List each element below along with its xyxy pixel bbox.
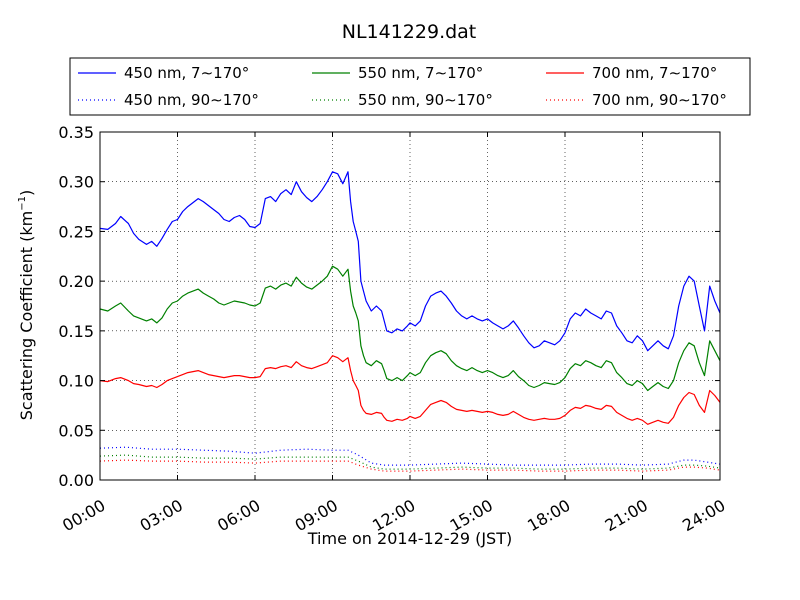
y-tick-label: 0.35	[58, 123, 94, 142]
y-tick-label: 0.05	[58, 421, 94, 440]
series-line-2	[99, 446, 721, 466]
legend-box	[69, 57, 751, 116]
grid	[99, 131, 721, 481]
y-tick-label: 0.20	[58, 272, 94, 291]
legend-label: 450 nm, 90∼170°	[124, 91, 259, 109]
y-tick-label: 0.10	[58, 372, 94, 391]
legend-label: 450 nm, 7∼170°	[124, 64, 249, 82]
y-tick-label: 0.25	[58, 222, 94, 241]
y-tick-label: 0.30	[58, 173, 94, 192]
legend-label: 550 nm, 7∼170°	[358, 64, 483, 82]
x-tick-label: 18:00	[524, 496, 573, 536]
y-tick-label: 0.00	[58, 471, 94, 490]
y-tick-label: 0.15	[58, 322, 94, 341]
x-axis-label: Time on 2014-12-29 (JST)	[307, 529, 512, 548]
series-lines	[99, 171, 721, 472]
x-tick-label: 24:00	[679, 496, 728, 536]
series-line-4	[99, 454, 721, 470]
legend-label: 700 nm, 90∼170°	[592, 91, 727, 109]
series-line-5	[99, 355, 721, 425]
series-line-6	[99, 459, 721, 472]
x-tick-label: 03:00	[137, 496, 186, 536]
series-line-3	[99, 265, 721, 392]
axis-ticks: 00:00 03:00 06:00 09:00 12:00 15:00 18:00 21:00…	[58, 123, 728, 535]
y-axis-label: Scattering Coefficient (km−1)	[17, 190, 36, 421]
legend-label: 550 nm, 90∼170°	[358, 91, 493, 109]
legend: 450 nm, 7∼170° 550 nm, 7∼170° 700 nm, 7∼17…	[69, 57, 751, 116]
x-tick-label: 00:00	[59, 496, 108, 536]
chart-title: NL141229.dat	[342, 21, 477, 43]
x-tick-label: 21:00	[602, 496, 651, 536]
legend-label: 700 nm, 7∼170°	[592, 64, 717, 82]
x-tick-label: 06:00	[214, 496, 263, 536]
series-line-1	[99, 171, 721, 352]
